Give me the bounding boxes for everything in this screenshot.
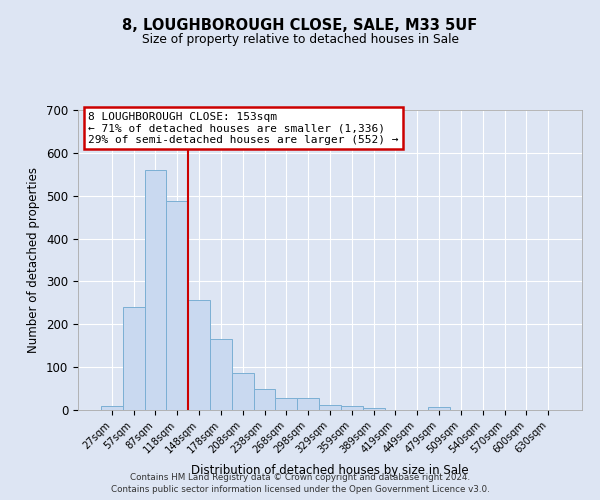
Text: Size of property relative to detached houses in Sale: Size of property relative to detached ho…	[142, 32, 458, 46]
Text: 8 LOUGHBOROUGH CLOSE: 153sqm
← 71% of detached houses are smaller (1,336)
29% of: 8 LOUGHBOROUGH CLOSE: 153sqm ← 71% of de…	[88, 112, 398, 144]
Bar	[363, 408, 385, 410]
Text: Contains public sector information licensed under the Open Government Licence v3: Contains public sector information licen…	[110, 484, 490, 494]
Bar	[341, 406, 363, 410]
Bar	[101, 406, 123, 410]
Bar	[145, 170, 166, 410]
X-axis label: Distribution of detached houses by size in Sale: Distribution of detached houses by size …	[191, 464, 469, 476]
Bar	[232, 372, 254, 410]
Bar	[297, 398, 319, 410]
Bar	[210, 340, 232, 410]
Bar	[166, 202, 188, 410]
Bar	[275, 398, 297, 410]
Bar	[123, 307, 145, 410]
Bar	[188, 300, 210, 410]
Y-axis label: Number of detached properties: Number of detached properties	[28, 167, 40, 353]
Bar	[319, 406, 341, 410]
Text: 8, LOUGHBOROUGH CLOSE, SALE, M33 5UF: 8, LOUGHBOROUGH CLOSE, SALE, M33 5UF	[122, 18, 478, 32]
Bar	[428, 408, 450, 410]
Bar	[254, 388, 275, 410]
Text: Contains HM Land Registry data © Crown copyright and database right 2024.: Contains HM Land Registry data © Crown c…	[130, 473, 470, 482]
